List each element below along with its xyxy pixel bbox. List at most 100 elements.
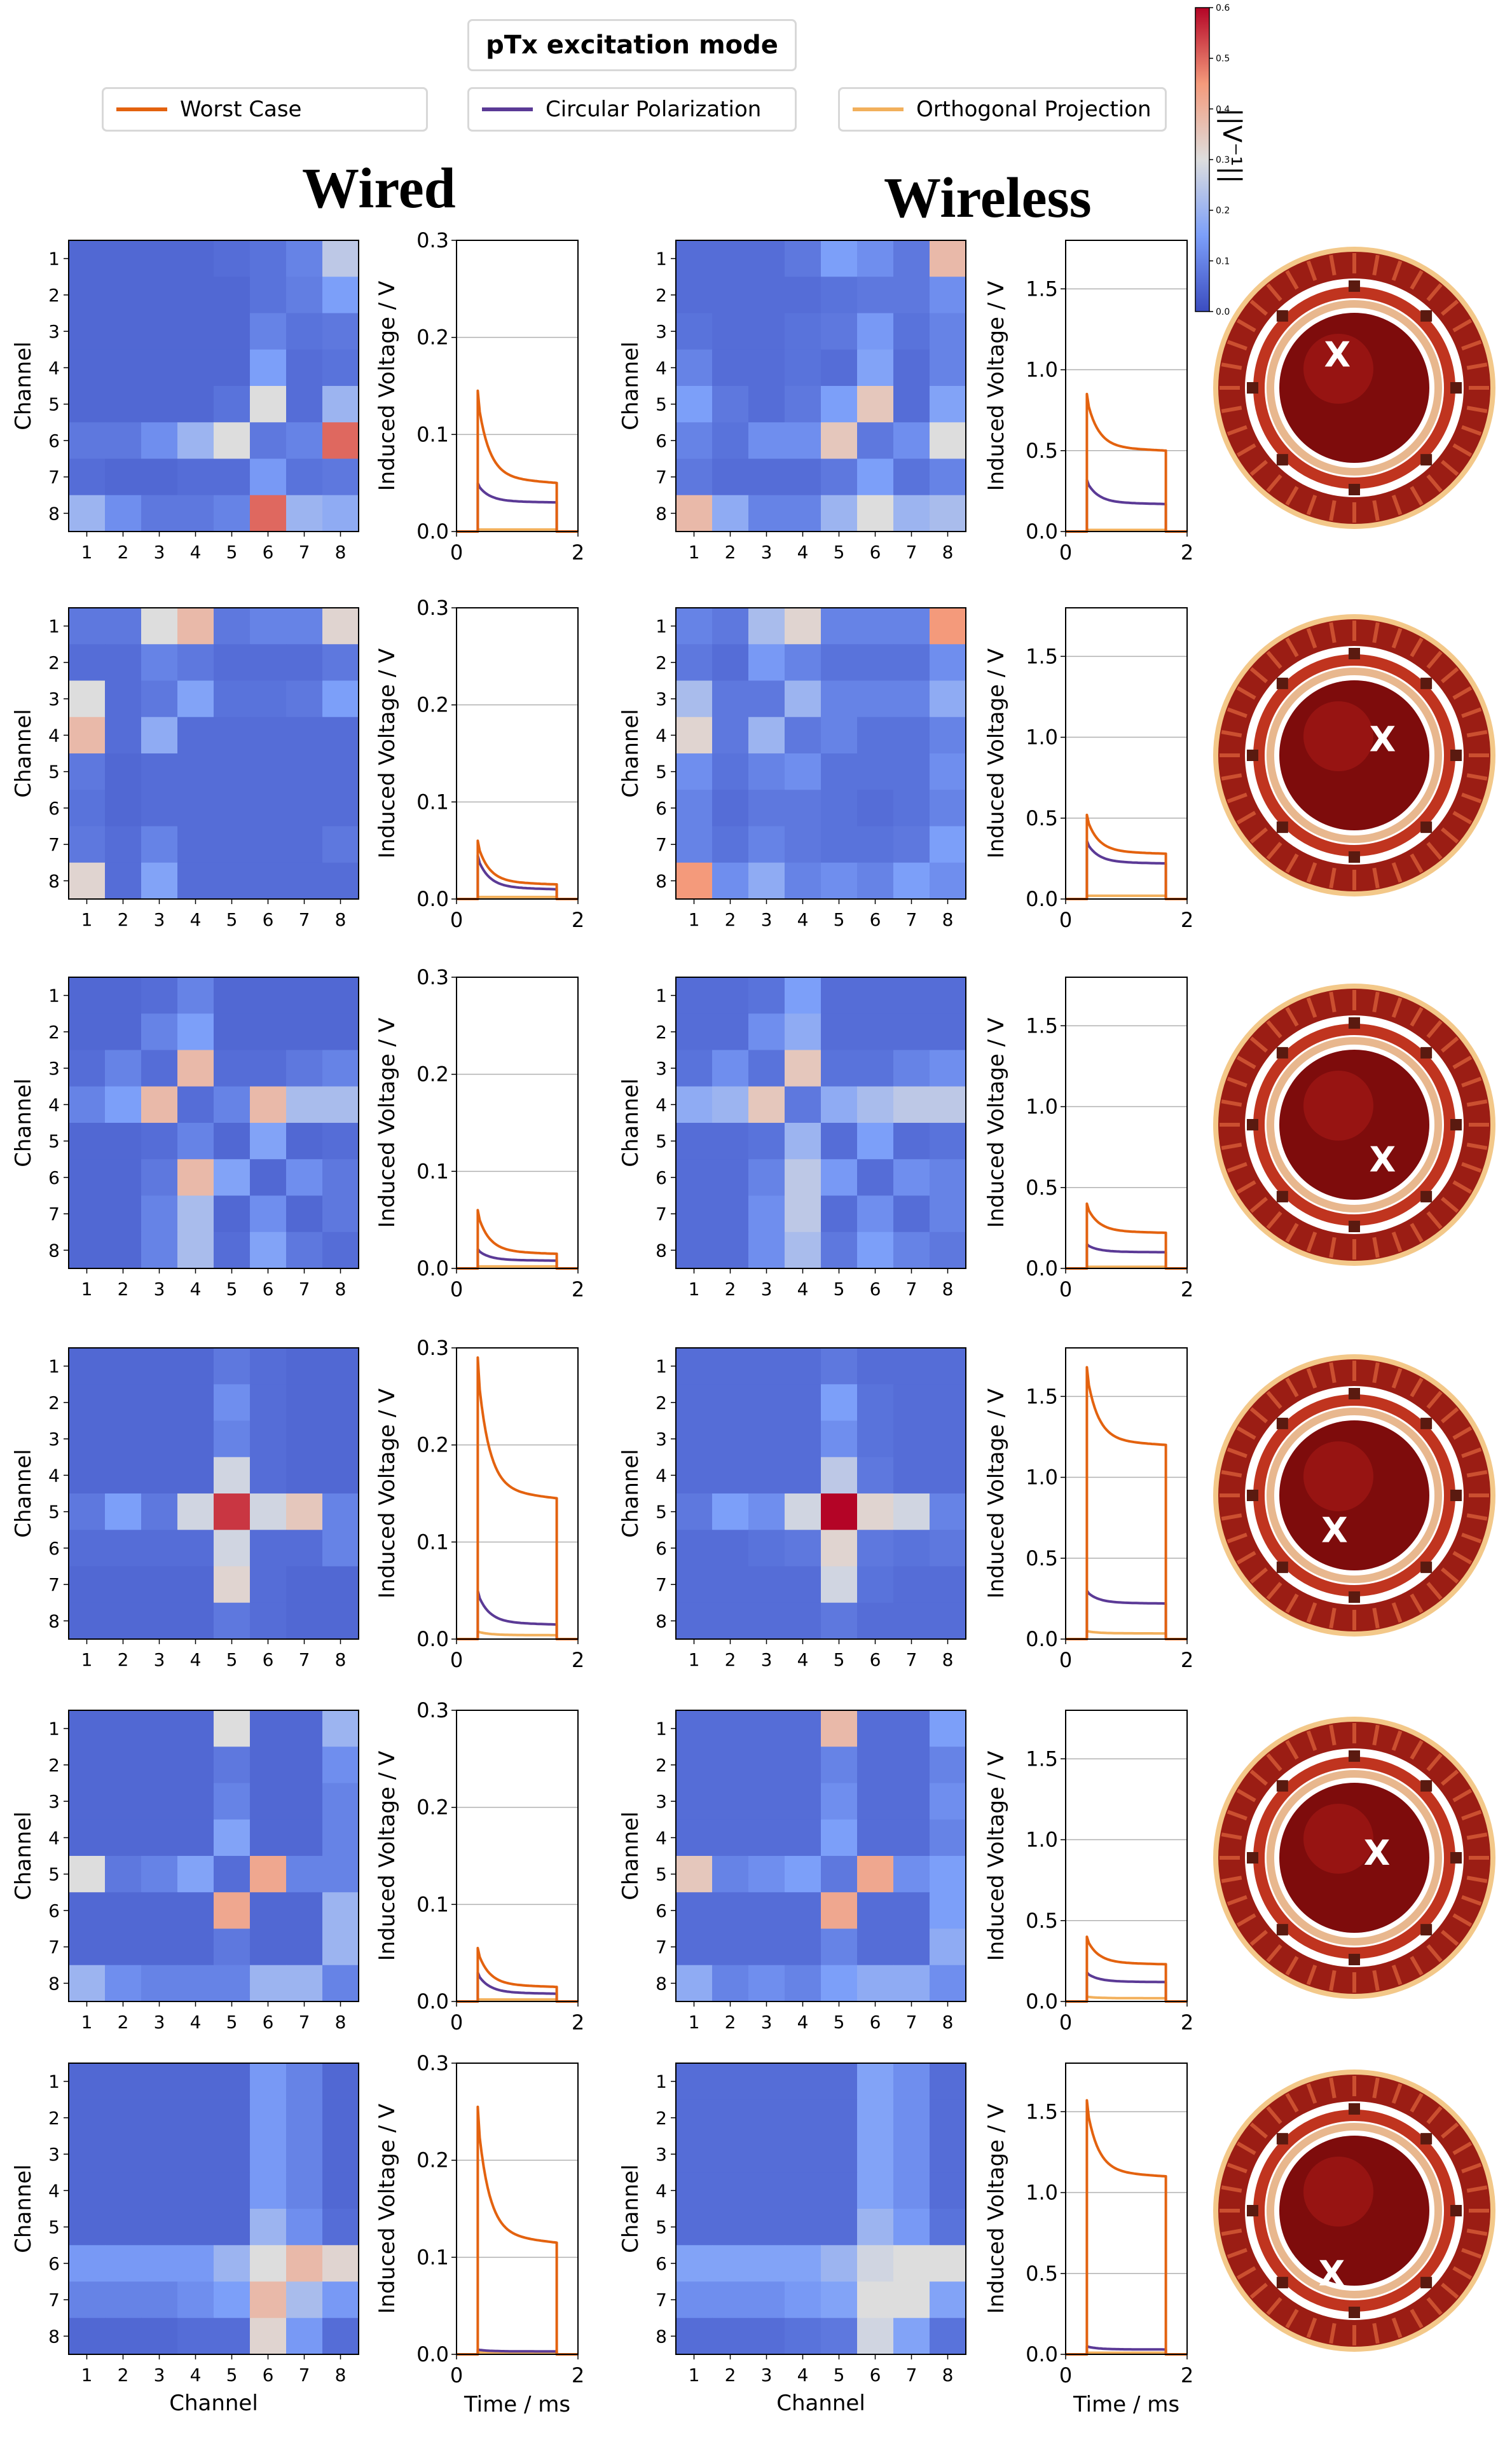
heatmap-cell [322, 1710, 359, 1747]
voltage-curve-op [457, 528, 578, 533]
heatmap-ytick-label: 2 [656, 2108, 667, 2129]
heatmap-cell [286, 1819, 323, 1857]
heatmap-cell [105, 458, 142, 496]
heatmap-cell [785, 862, 821, 900]
heatmap-cell [250, 862, 287, 900]
heatmap-cell [286, 2099, 323, 2137]
voltage-ytick-label: 0.0 [1026, 887, 1058, 911]
heatmap-xtick-label: 4 [190, 2012, 202, 2033]
heatmap-cell [141, 1530, 178, 1567]
heatmap-ytick-label: 3 [48, 321, 60, 342]
coil-rib [1452, 1913, 1473, 1927]
heatmap-ytick-label: 6 [656, 1538, 667, 1559]
heatmap-cell [141, 1086, 178, 1123]
heatmap-cell [930, 1747, 966, 1784]
heatmap-ytick-label: 3 [48, 1791, 60, 1812]
heatmap-cell [930, 1086, 966, 1123]
heatmap-cell [286, 1457, 323, 1494]
heatmap-cell [286, 753, 323, 790]
heatmap-cell [141, 2281, 178, 2319]
coil-rib [1391, 2083, 1403, 2104]
heatmap-xtick-label: 8 [335, 1279, 347, 1300]
coil-rib [1466, 2228, 1488, 2236]
coil-rib [1285, 270, 1299, 290]
coil-rib [1221, 773, 1242, 781]
heatmap-cell [286, 826, 323, 863]
heatmap-cell [141, 2136, 178, 2173]
coil-rib [1466, 1143, 1488, 1150]
coil-element [1420, 1047, 1433, 1059]
heatmap-ytick-label: 7 [48, 1937, 60, 1958]
voltage-xtick-label: 2 [1181, 1277, 1193, 1301]
coil-rib [1452, 319, 1473, 333]
legend-swatch-orthogonal-projection [853, 107, 904, 111]
heatmap-cell [676, 826, 713, 863]
heatmap-cell [712, 862, 749, 900]
coil-element [1420, 821, 1433, 834]
heatmap-xtick-label: 5 [226, 909, 238, 930]
voltage-frame [1065, 240, 1188, 532]
heatmap-cell [250, 2209, 287, 2246]
heatmap-ytick-label: 8 [48, 1240, 60, 1261]
heatmap-cell [141, 495, 178, 532]
voltage-curve-op [457, 1265, 578, 1270]
heatmap-ytick-label: 1 [48, 2071, 60, 2092]
heatmap-cell [930, 1420, 966, 1458]
heatmap-ytick-label: 2 [48, 2108, 60, 2129]
heatmap-xtick-label: 2 [725, 2012, 736, 2033]
coil-element [1420, 310, 1433, 322]
heatmap-ytick-label: 6 [656, 798, 667, 819]
voltage-ytick-label: 1.0 [1026, 2181, 1058, 2205]
heatmap-cell [105, 2172, 142, 2209]
heatmap-cell [676, 2209, 713, 2246]
heatmap-cell [857, 2099, 894, 2137]
coil-element [1276, 310, 1288, 322]
heatmap-cell [857, 826, 894, 863]
heatmap-cell [821, 608, 858, 645]
heatmap-cell [712, 1892, 749, 1930]
heatmap-cell [177, 1819, 214, 1857]
voltage-ytick-label: 0.0 [416, 1627, 449, 1651]
coil-element [1276, 1417, 1288, 1429]
heatmap-ytick-label: 7 [656, 1574, 667, 1595]
coil-rib [1285, 1377, 1299, 1397]
heatmap-cell [322, 2245, 359, 2283]
coil-rib [1236, 2266, 1256, 2280]
voltage-ytick-label: 1.5 [1026, 644, 1058, 668]
voltage-curve-worst [457, 1209, 578, 1270]
heatmap-ytick-label: 5 [656, 2217, 667, 2238]
heatmap-cell [676, 1457, 713, 1494]
heatmap-cell [105, 2317, 142, 2355]
heatmap-cell [857, 2063, 894, 2100]
heatmap-cell [676, 1384, 713, 1422]
heatmap-cell [785, 1783, 821, 1820]
heatmap-cell [250, 1819, 287, 1857]
heatmap-cell [857, 2245, 894, 2283]
heatmap-cell [141, 240, 178, 277]
wired-row4-voltage-bg [457, 1348, 578, 1639]
heatmap-cell [821, 2317, 858, 2355]
heatmap-cell [712, 422, 749, 460]
heatmap-cell [857, 977, 894, 1014]
coil-rib [1329, 1362, 1337, 1383]
heatmap-ytick-label: 7 [656, 1204, 667, 1225]
voltage-xtick-label: 2 [572, 2363, 584, 2387]
heatmap-cell [177, 1747, 214, 1784]
coil-element [1349, 2103, 1360, 2115]
heatmap-cell [930, 1566, 966, 1603]
heatmap-xtick-label: 6 [870, 2365, 881, 2386]
heatmap-cell [930, 2063, 966, 2100]
heatmap-cell [676, 1195, 713, 1233]
heatmap-cell [214, 1965, 251, 2002]
heatmap-cell [322, 790, 359, 827]
heatmap-cell [893, 790, 930, 827]
voltage-ytick-label: 1.5 [1026, 2099, 1058, 2124]
heatmap-cell [286, 2317, 323, 2355]
heatmap-cell [821, 1050, 858, 1087]
voltage-ytick-label: 1.5 [1026, 1384, 1058, 1408]
coil-rib [1410, 1006, 1424, 1027]
heatmap-xtick-label: 3 [154, 909, 165, 930]
heatmap-cell [748, 1892, 785, 1930]
heatmap-cell [676, 2317, 713, 2355]
voltage-curve-op [1066, 1995, 1187, 2003]
